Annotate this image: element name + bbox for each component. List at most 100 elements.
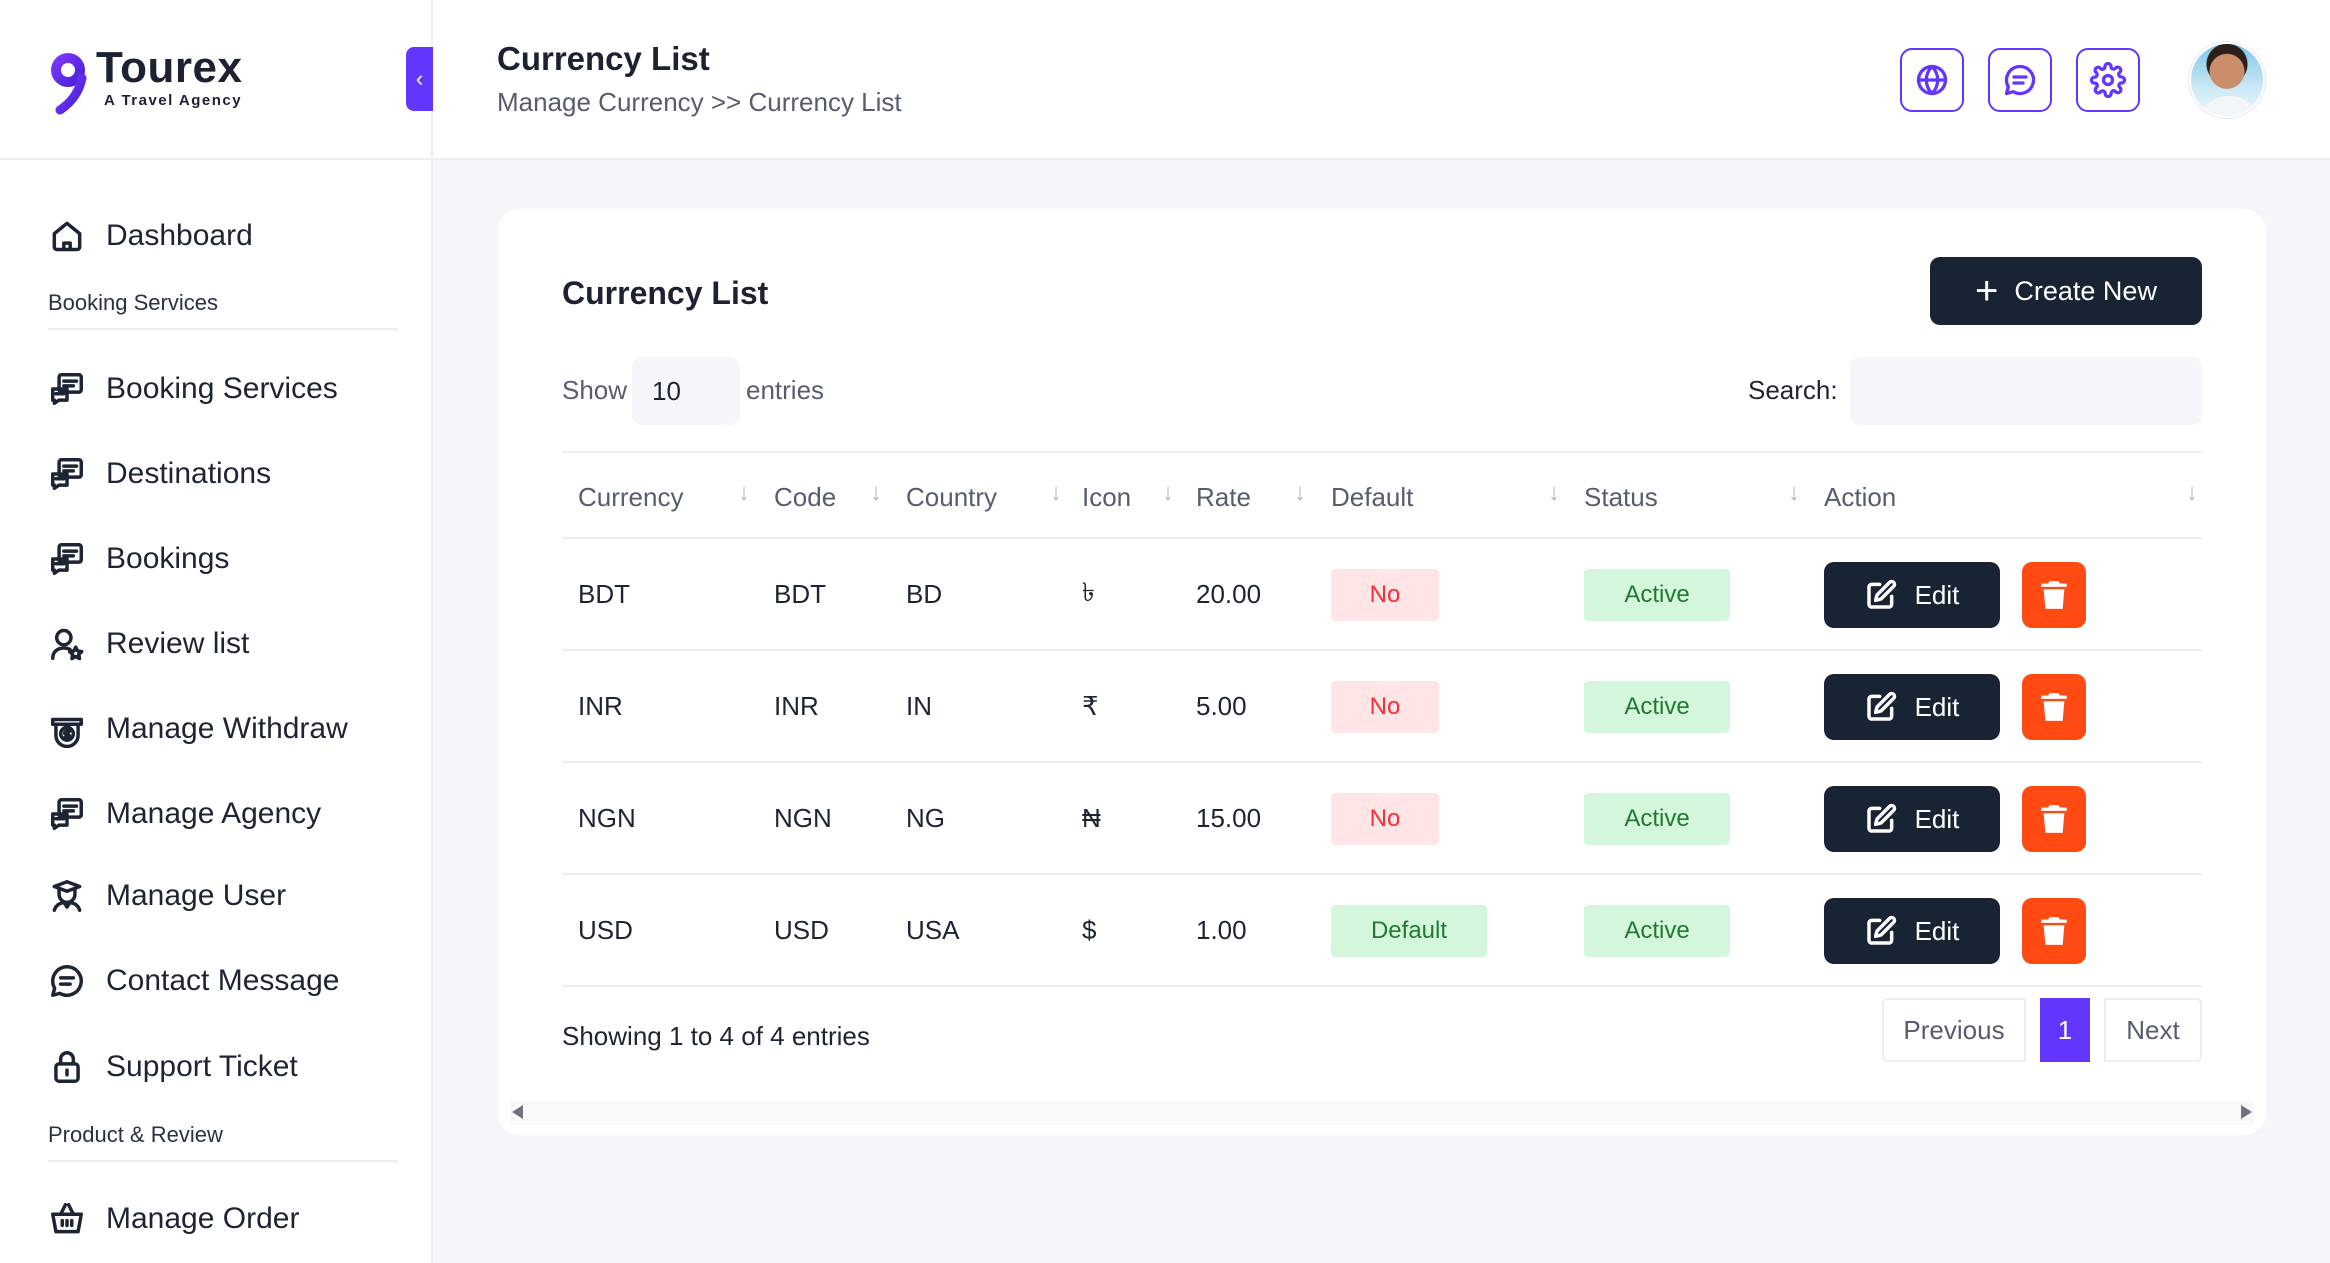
edit-button[interactable]: Edit xyxy=(1824,786,2000,852)
search-input[interactable] xyxy=(1850,357,2202,425)
avatar[interactable] xyxy=(2189,42,2265,118)
edit-label: Edit xyxy=(1914,579,1960,610)
edit-label: Edit xyxy=(1914,803,1960,834)
sidebar-section-booking-services: Booking Services xyxy=(48,290,218,315)
sort-arrow-icon[interactable]: ↓ xyxy=(1050,479,1062,506)
currency-list-card: Currency List + Create New Show entries … xyxy=(498,209,2266,1135)
sort-arrow-icon[interactable]: ↓ xyxy=(870,479,882,506)
chat-list-icon xyxy=(51,543,83,575)
sort-arrow-icon[interactable]: ↓ xyxy=(1162,479,1174,506)
column-header-code[interactable]: Code xyxy=(774,481,837,512)
create-new-button[interactable]: + Create New xyxy=(1930,257,2202,325)
sidebar-item-contact-message[interactable]: Contact Message xyxy=(48,956,339,1006)
edit-button[interactable]: Edit xyxy=(1824,898,2000,964)
default-badge: No xyxy=(1331,569,1439,621)
sidebar-item-booking-services[interactable]: Booking Services xyxy=(48,364,338,414)
message-icon xyxy=(2004,64,2036,96)
trash-icon xyxy=(2041,917,2067,945)
sidebar-section-divider xyxy=(48,1160,398,1162)
chat-list-icon xyxy=(51,373,83,405)
horizontal-scrollbar[interactable] xyxy=(510,1101,2254,1125)
cell-country: BD xyxy=(906,578,943,609)
sidebar-item-manage-order[interactable]: Manage Order xyxy=(48,1194,299,1244)
home-icon xyxy=(52,221,82,252)
sidebar-item-label: Manage Withdraw xyxy=(106,712,348,745)
logo-subtitle: A Travel Agency xyxy=(104,92,243,109)
sidebar-item-destinations[interactable]: Destinations xyxy=(48,449,271,499)
sort-arrow-icon[interactable]: ↓ xyxy=(738,479,750,506)
edit-button[interactable]: Edit xyxy=(1824,562,2000,628)
cell-rate: 15.00 xyxy=(1196,802,1262,833)
sidebar-item-support-ticket[interactable]: Support Ticket xyxy=(48,1042,298,1092)
edit-icon xyxy=(1866,579,1896,609)
column-header-rate[interactable]: Rate xyxy=(1196,481,1251,512)
sidebar-item-manage-user[interactable]: Manage User xyxy=(48,871,286,921)
trash-icon xyxy=(2041,805,2067,833)
scroll-left-icon[interactable] xyxy=(512,1105,523,1119)
language-button[interactable] xyxy=(1900,48,1964,112)
table-row: INR INR IN ₹ 5.00 No Active Edit xyxy=(562,651,2202,763)
delete-button[interactable] xyxy=(2022,898,2086,964)
logo[interactable]: Tourex A Travel Agency xyxy=(46,46,242,116)
sort-arrow-icon[interactable]: ↓ xyxy=(1294,479,1306,506)
previous-page-button[interactable]: Previous xyxy=(1882,998,2026,1062)
sidebar-item-label: Manage User xyxy=(106,879,287,912)
trash-icon xyxy=(2041,693,2067,721)
lock-icon xyxy=(54,1051,80,1083)
sidebar-item-label: Manage Order xyxy=(106,1202,300,1235)
cell-country: USA xyxy=(906,914,960,945)
cell-rate: 5.00 xyxy=(1196,690,1247,721)
cell-code: BDT xyxy=(774,578,826,609)
cell-rate: 1.00 xyxy=(1196,914,1247,945)
table-divider xyxy=(562,451,2202,453)
sidebar-item-review-list[interactable]: Review list xyxy=(48,619,249,669)
breadcrumb[interactable]: Manage Currency >> Currency List xyxy=(497,87,902,117)
column-header-status[interactable]: Status xyxy=(1584,481,1658,512)
sidebar-collapse-button[interactable]: ‹ xyxy=(406,47,433,111)
page-title: Currency List xyxy=(497,40,710,77)
plus-icon: + xyxy=(1975,269,1999,313)
status-badge: Active xyxy=(1584,681,1730,733)
default-badge: No xyxy=(1331,681,1439,733)
status-badge: Active xyxy=(1584,905,1730,957)
logo-mark-icon xyxy=(51,53,87,115)
column-header-default[interactable]: Default xyxy=(1331,481,1414,512)
cell-icon: ৳ xyxy=(1082,577,1095,607)
entries-per-page-select[interactable] xyxy=(632,357,740,425)
sidebar-item-label: Bookings xyxy=(106,542,230,575)
page-1-button[interactable]: 1 xyxy=(2040,998,2090,1062)
settings-button[interactable] xyxy=(2076,48,2140,112)
column-header-action[interactable]: Action xyxy=(1824,481,1897,512)
sidebar-item-bookings[interactable]: Bookings xyxy=(48,534,229,584)
next-page-button[interactable]: Next xyxy=(2104,998,2202,1062)
scroll-right-icon[interactable] xyxy=(2241,1105,2252,1119)
show-label: Show xyxy=(562,375,628,405)
create-new-label: Create New xyxy=(2014,275,2157,306)
sidebar-item-manage-withdraw[interactable]: Manage Withdraw xyxy=(48,704,348,754)
sidebar-item-manage-agency[interactable]: Manage Agency xyxy=(48,789,321,839)
trash-icon xyxy=(2041,581,2067,609)
cell-currency: USD xyxy=(578,914,633,945)
sort-arrow-icon[interactable]: ↓ xyxy=(2186,479,2198,506)
chat-list-icon xyxy=(51,458,83,490)
edit-button[interactable]: Edit xyxy=(1824,674,2000,740)
messages-button[interactable] xyxy=(1988,48,2052,112)
globe-icon xyxy=(1916,64,1948,96)
money-icon xyxy=(51,717,83,748)
table-header-divider xyxy=(562,537,2202,539)
cell-code: INR xyxy=(774,690,819,721)
delete-button[interactable] xyxy=(2022,674,2086,740)
column-header-currency[interactable]: Currency xyxy=(578,481,684,512)
sort-arrow-icon[interactable]: ↓ xyxy=(1788,479,1800,506)
sidebar-item-dashboard[interactable]: Dashboard xyxy=(48,211,253,261)
table-row: USD USD USA $ 1.00 Default Active Edit xyxy=(562,875,2202,987)
top-header: Currency List Manage Currency >> Currenc… xyxy=(433,0,2330,160)
column-header-icon[interactable]: Icon xyxy=(1082,481,1132,512)
delete-button[interactable] xyxy=(2022,786,2086,852)
sidebar-section-divider xyxy=(48,328,398,330)
sort-arrow-icon[interactable]: ↓ xyxy=(1548,479,1560,506)
message-icon xyxy=(51,965,83,997)
status-badge: Active xyxy=(1584,569,1730,621)
column-header-country[interactable]: Country xyxy=(906,481,998,512)
delete-button[interactable] xyxy=(2022,562,2086,628)
